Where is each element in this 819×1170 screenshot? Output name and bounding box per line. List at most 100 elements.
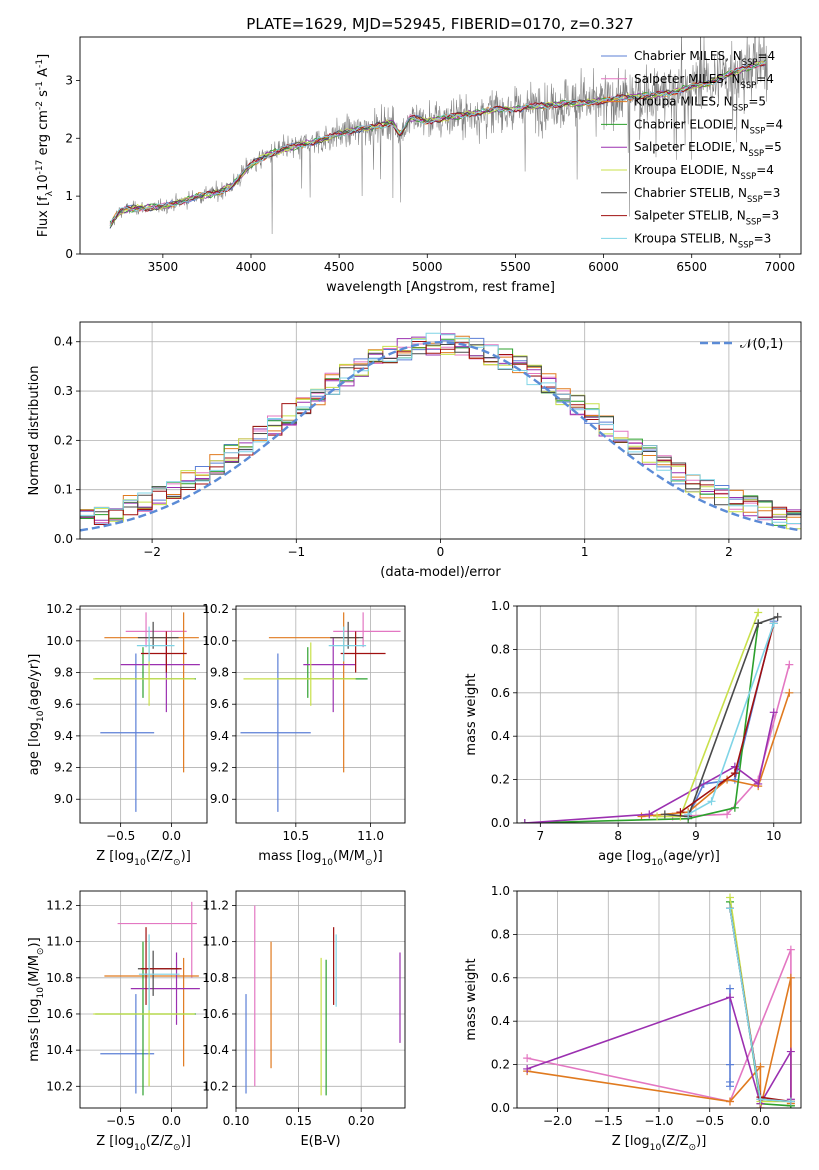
y-tick-label: 10.6: [46, 1007, 73, 1021]
x-tick-label: −1.0: [644, 1114, 673, 1128]
histogram-kroupa_stelib: [80, 332, 801, 524]
legend-label: Kroupa MILES, NSSP=5: [634, 95, 766, 113]
weight-point-marker: [645, 810, 654, 819]
x-tick-label: −2.0: [543, 1114, 572, 1128]
x-tick-label: −0.5: [106, 829, 135, 843]
axes-age_vs_Z: −0.5 0.0 9.0 9.2 9.4 9.6 9.8 10.0 10.2 Z [log10(Z…: [27, 602, 208, 868]
weight-line: [657, 612, 759, 818]
plot-area: [245, 905, 401, 1096]
histogram-salpeter_miles: [80, 343, 801, 525]
legend-label: Kroupa STELIB, NSSP=3: [634, 231, 771, 249]
weight-point-marker: [653, 812, 662, 821]
weight-point-marker: [523, 1064, 532, 1073]
y-tick-label: 9.0: [54, 792, 73, 806]
y-tick-label: 9.6: [210, 697, 229, 711]
y-tick-label: 10.8: [46, 971, 73, 985]
y-tick-label: 9.2: [54, 761, 73, 775]
legend-label: Chabrier ELODIE, NSSP=4: [634, 117, 783, 135]
y-tick-label: 1.0: [491, 599, 510, 613]
weight-point-marker: [754, 779, 763, 788]
weight-line: [526, 977, 792, 1108]
y-tick-label: 10.4: [202, 1043, 229, 1057]
y-tick-label: 0.4: [491, 1014, 510, 1028]
y-tick-label: 10.6: [202, 1007, 229, 1021]
y-tick-label: 0: [65, 247, 73, 261]
x-tick-label: 0.0: [162, 1114, 181, 1128]
x-tick-label: 0.0: [751, 1114, 770, 1128]
plot-area: [240, 612, 401, 812]
y-tick-label: 0.0: [491, 816, 510, 830]
x-tick-label: 11.0: [357, 829, 384, 843]
weight-point-marker: [754, 608, 763, 617]
legend-label: Chabrier MILES, NSSP=4: [634, 49, 775, 67]
legend-label: Salpeter MILES, NSSP=4: [634, 72, 774, 90]
y-axis-label: Flux [fλ10-17 erg cm-2 s-1 A-1]: [35, 54, 55, 237]
weight-line: [641, 692, 791, 818]
x-tick-label: 4500: [324, 260, 355, 274]
weight-point-marker: [730, 769, 739, 778]
y-axis-label: mass weight: [464, 958, 479, 1040]
x-axis-label: wavelength [Angstrom, rest frame]: [326, 280, 555, 295]
axes-spectrum: 3500 4000 4500 5000 5500 6000 6500 7000 0 1 2 3 wave…: [35, 36, 802, 295]
x-tick-label: 0.15: [285, 1114, 312, 1128]
x-tick-label: 8: [614, 829, 622, 843]
axes-frame: [79, 890, 208, 1109]
axes-frame: [235, 605, 406, 824]
y-tick-label: 9.8: [210, 666, 229, 680]
y-tick-label: 0.1: [54, 483, 73, 497]
legend-label: Salpeter STELIB, NSSP=3: [634, 209, 779, 227]
y-tick-label: 11.2: [46, 898, 73, 912]
weight-point-marker: [769, 708, 778, 717]
x-axis-label: Z [log10(Z/Z⊙)]: [96, 1134, 191, 1153]
weight-point-marker: [754, 619, 763, 628]
x-tick-label: −2: [143, 545, 161, 559]
y-tick-label: 11.2: [202, 898, 229, 912]
weight-point-marker: [726, 1060, 734, 1069]
weight-point-marker: [676, 808, 685, 817]
weight-line: [687, 621, 775, 817]
y-tick-label: 3: [65, 73, 73, 87]
axes-weight_vs_Z: −2.0 −1.5 −1.0 −0.5 0.0 0.0 0.2 0.4 0.6 0.8 1.0 Z […: [464, 884, 802, 1153]
weight-point-marker: [523, 1054, 532, 1063]
weight-point-marker: [769, 619, 778, 628]
y-tick-label: 10.4: [46, 1043, 73, 1057]
y-tick-label: 0.3: [54, 384, 73, 398]
axes-weight_vs_age: 7 8 9 10 0.0 0.2 0.4 0.6 0.8 1.0 age [log10(age/yr…: [464, 599, 802, 868]
plot-area: [520, 608, 794, 823]
axes-mass_vs_Z: −0.5 0.0 10.2 10.4 10.6 10.8 11.0 11.2 Z [log10(…: [27, 890, 208, 1153]
x-axis-label: Z [log10(Z/Z⊙)]: [96, 849, 191, 868]
weight-point-marker: [726, 904, 734, 913]
y-tick-label: 9.8: [54, 666, 73, 680]
axes-age_vs_mass: 10.5 11.0 9.0 9.2 9.4 9.6 9.8 10.0 10.2 mass [log…: [202, 602, 406, 868]
y-tick-label: 0.0: [54, 532, 73, 546]
x-tick-label: 0: [437, 545, 445, 559]
y-axis-label: age [log10(age/yr)]: [27, 654, 46, 776]
y-tick-label: 10.2: [46, 602, 73, 616]
weight-point-marker: [773, 612, 782, 621]
y-tick-label: 0.6: [491, 686, 510, 700]
weight-line: [664, 616, 778, 818]
y-axis-label: mass [log10(M/M⊙)]: [27, 937, 46, 1061]
x-tick-label: −0.5: [106, 1114, 135, 1128]
y-tick-label: 9.6: [54, 697, 73, 711]
weight-point-marker: [660, 810, 669, 819]
x-tick-label: 4000: [236, 260, 267, 274]
y-tick-label: 0.2: [54, 433, 73, 447]
gaussian-curve: [80, 340, 801, 532]
legend-label: Kroupa ELODIE, NSSP=4: [634, 163, 774, 181]
weight-point-marker: [756, 1062, 765, 1071]
x-tick-label: 5500: [500, 260, 531, 274]
model-spectrum-kroupa_stelib: [109, 61, 766, 226]
y-tick-label: 1.0: [491, 884, 510, 898]
plot-area: [80, 332, 801, 532]
weight-line: [672, 664, 791, 818]
chart-title: PLATE=1629, MJD=52945, FIBERID=0170, z=0…: [246, 15, 633, 33]
x-axis-label: mass [log10(M/M⊙)]: [258, 849, 382, 868]
axes-mass_vs_ebv: 0.10 0.15 0.20 10.2 10.4 10.6 10.8 11.0 11.2 E(B-…: [202, 890, 406, 1149]
weight-point-marker: [726, 993, 734, 1002]
weight-point-marker: [520, 819, 529, 823]
y-tick-label: 9.4: [54, 729, 73, 743]
y-axis-label: Normed distribution: [27, 366, 42, 496]
x-tick-label: −1: [287, 545, 305, 559]
